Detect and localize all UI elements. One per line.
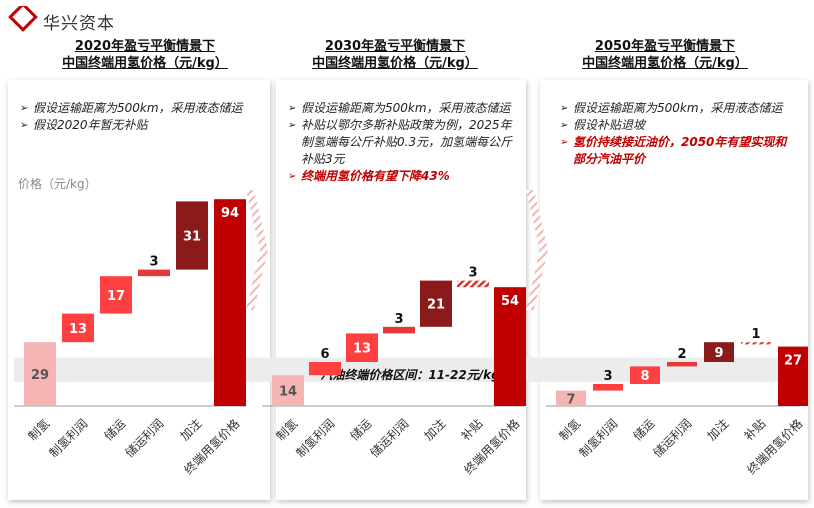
- bar-2-2: [630, 366, 660, 384]
- category-tick-label: 制氢: [273, 416, 301, 444]
- panel-2050-title-line1: 2050年盈亏平衡情景下: [594, 39, 736, 54]
- bar-2-3: [667, 362, 697, 367]
- category-tick-label: 储运利润: [650, 416, 695, 461]
- bar-2-1: [593, 384, 623, 391]
- category-tick-label: 加注: [177, 416, 205, 444]
- bullet-item: 假设运输距离为500km，采用液态储运: [288, 100, 516, 117]
- bar-0-4: [176, 201, 208, 270]
- bar-1-5: [457, 280, 489, 288]
- category-tick-label: 制氢利润: [46, 416, 91, 461]
- bar-0-3: [138, 269, 170, 277]
- panel-2050-title: 2050年盈亏平衡情景下 中国终端用氢价格（元/kg）: [535, 38, 795, 72]
- data-label-2-4: 9: [714, 346, 723, 361]
- panel-2050-bullets: 假设运输距离为500km，采用液态储运 假设补贴退坡 氢价持续接近油价，2050…: [560, 100, 792, 168]
- bullet-item: 假设2020年暂无补贴: [20, 117, 260, 134]
- bullet-item: 假设补贴退坡: [560, 117, 792, 134]
- data-label-1-6: 54: [501, 294, 519, 309]
- brand-logo: 华兴资本: [8, 6, 115, 36]
- bar-2-5: [741, 342, 771, 345]
- data-label-1-1: 6: [320, 347, 329, 362]
- data-label-2-3: 2: [677, 347, 686, 362]
- data-label-0-0: 29: [31, 368, 49, 383]
- bar-0-0: [24, 342, 56, 406]
- bar-0-2: [100, 276, 132, 314]
- data-label-0-1: 13: [69, 322, 87, 337]
- data-label-2-5: 1: [751, 327, 760, 342]
- category-tick-label: 加注: [704, 416, 732, 444]
- data-label-2-0: 7: [566, 392, 575, 407]
- bullet-item: 假设运输距离为500km，采用液态储运: [20, 100, 260, 117]
- category-tick-label: 补贴: [458, 416, 485, 443]
- brand-name: 华兴资本: [43, 13, 115, 34]
- data-label-2-1: 3: [603, 369, 612, 384]
- data-label-1-0: 14: [279, 385, 297, 400]
- bullet-item-highlight: 终端用氢价格有望下降43%: [288, 168, 516, 185]
- category-tick-label: 储运利润: [122, 416, 167, 461]
- data-label-2-2: 8: [640, 369, 649, 384]
- bar-0-5: [214, 199, 246, 406]
- bar-2-0: [556, 390, 586, 406]
- data-label-0-3: 3: [149, 255, 158, 270]
- bar-2-4: [704, 342, 734, 362]
- data-label-1-5: 3: [468, 266, 477, 281]
- category-tick-label: 加注: [421, 416, 449, 444]
- brand-logo-icon: [8, 6, 38, 32]
- category-tick-label: 制氢利润: [576, 416, 621, 461]
- data-label-1-4: 21: [427, 298, 445, 313]
- panel-2020-title: 2020年盈亏平衡情景下 中国终端用氢价格（元/kg）: [20, 38, 270, 72]
- y-axis-label: 价格（元/kg）: [18, 177, 97, 191]
- bar-1-0: [272, 375, 304, 406]
- bar-1-1: [309, 362, 341, 376]
- bar-1-2: [346, 333, 378, 362]
- panel-2020-title-line1: 2020年盈亏平衡情景下: [74, 39, 216, 54]
- category-tick-label: 储运利润: [367, 416, 412, 461]
- transition-arrow-2: [526, 190, 548, 310]
- bar-1-6: [494, 287, 526, 406]
- category-tick-label: 制氢利润: [293, 416, 338, 461]
- bar-2-6: [778, 346, 808, 406]
- gasoline-price-band-label: 汽油终端价格区间：11-22元/kg: [320, 368, 500, 382]
- data-label-0-4: 31: [183, 230, 201, 245]
- panel-2020-title-line2: 中国终端用氢价格（元/kg）: [62, 56, 228, 71]
- category-tick-label: 补贴: [741, 416, 768, 443]
- bar-1-4: [420, 280, 452, 327]
- panel-2030-title-line1: 2030年盈亏平衡情景下: [324, 39, 466, 54]
- bullet-item: 假设运输距离为500km，采用液态储运: [560, 100, 792, 117]
- category-tick-label: 制氢: [25, 416, 53, 444]
- panel-2030-bullets: 假设运输距离为500km，采用液态储运 补贴以鄂尔多斯补贴政策为例，2025年制…: [288, 100, 516, 185]
- bullet-item: 补贴以鄂尔多斯补贴政策为例，2025年制氢端每公斤补贴0.3元，加氢端每公斤补贴…: [288, 117, 516, 168]
- data-label-1-3: 3: [394, 312, 403, 327]
- gasoline-price-band: [14, 357, 804, 382]
- data-label-0-5: 94: [221, 206, 239, 221]
- data-label-2-6: 27: [784, 354, 802, 369]
- panel-2030-title-line2: 中国终端用氢价格（元/kg）: [312, 56, 478, 71]
- bullet-item-highlight: 氢价持续接近油价，2050年有望实现和部分汽油平价: [560, 134, 792, 168]
- data-label-0-2: 17: [107, 289, 125, 304]
- panel-2030-title: 2030年盈亏平衡情景下 中国终端用氢价格（元/kg）: [270, 38, 520, 72]
- panel-2020-bullets: 假设运输距离为500km，采用液态储运 假设2020年暂无补贴: [20, 100, 260, 134]
- category-tick-label: 储运: [347, 416, 375, 444]
- category-tick-label: 制氢: [556, 416, 584, 444]
- category-tick-label: 储运: [630, 416, 658, 444]
- data-label-1-2: 13: [353, 342, 371, 357]
- transition-arrow-1: [246, 190, 268, 310]
- bar-1-3: [383, 326, 415, 334]
- category-tick-label: 储运: [101, 416, 129, 444]
- bar-0-1: [62, 313, 94, 343]
- panel-2050-title-line2: 中国终端用氢价格（元/kg）: [582, 56, 748, 71]
